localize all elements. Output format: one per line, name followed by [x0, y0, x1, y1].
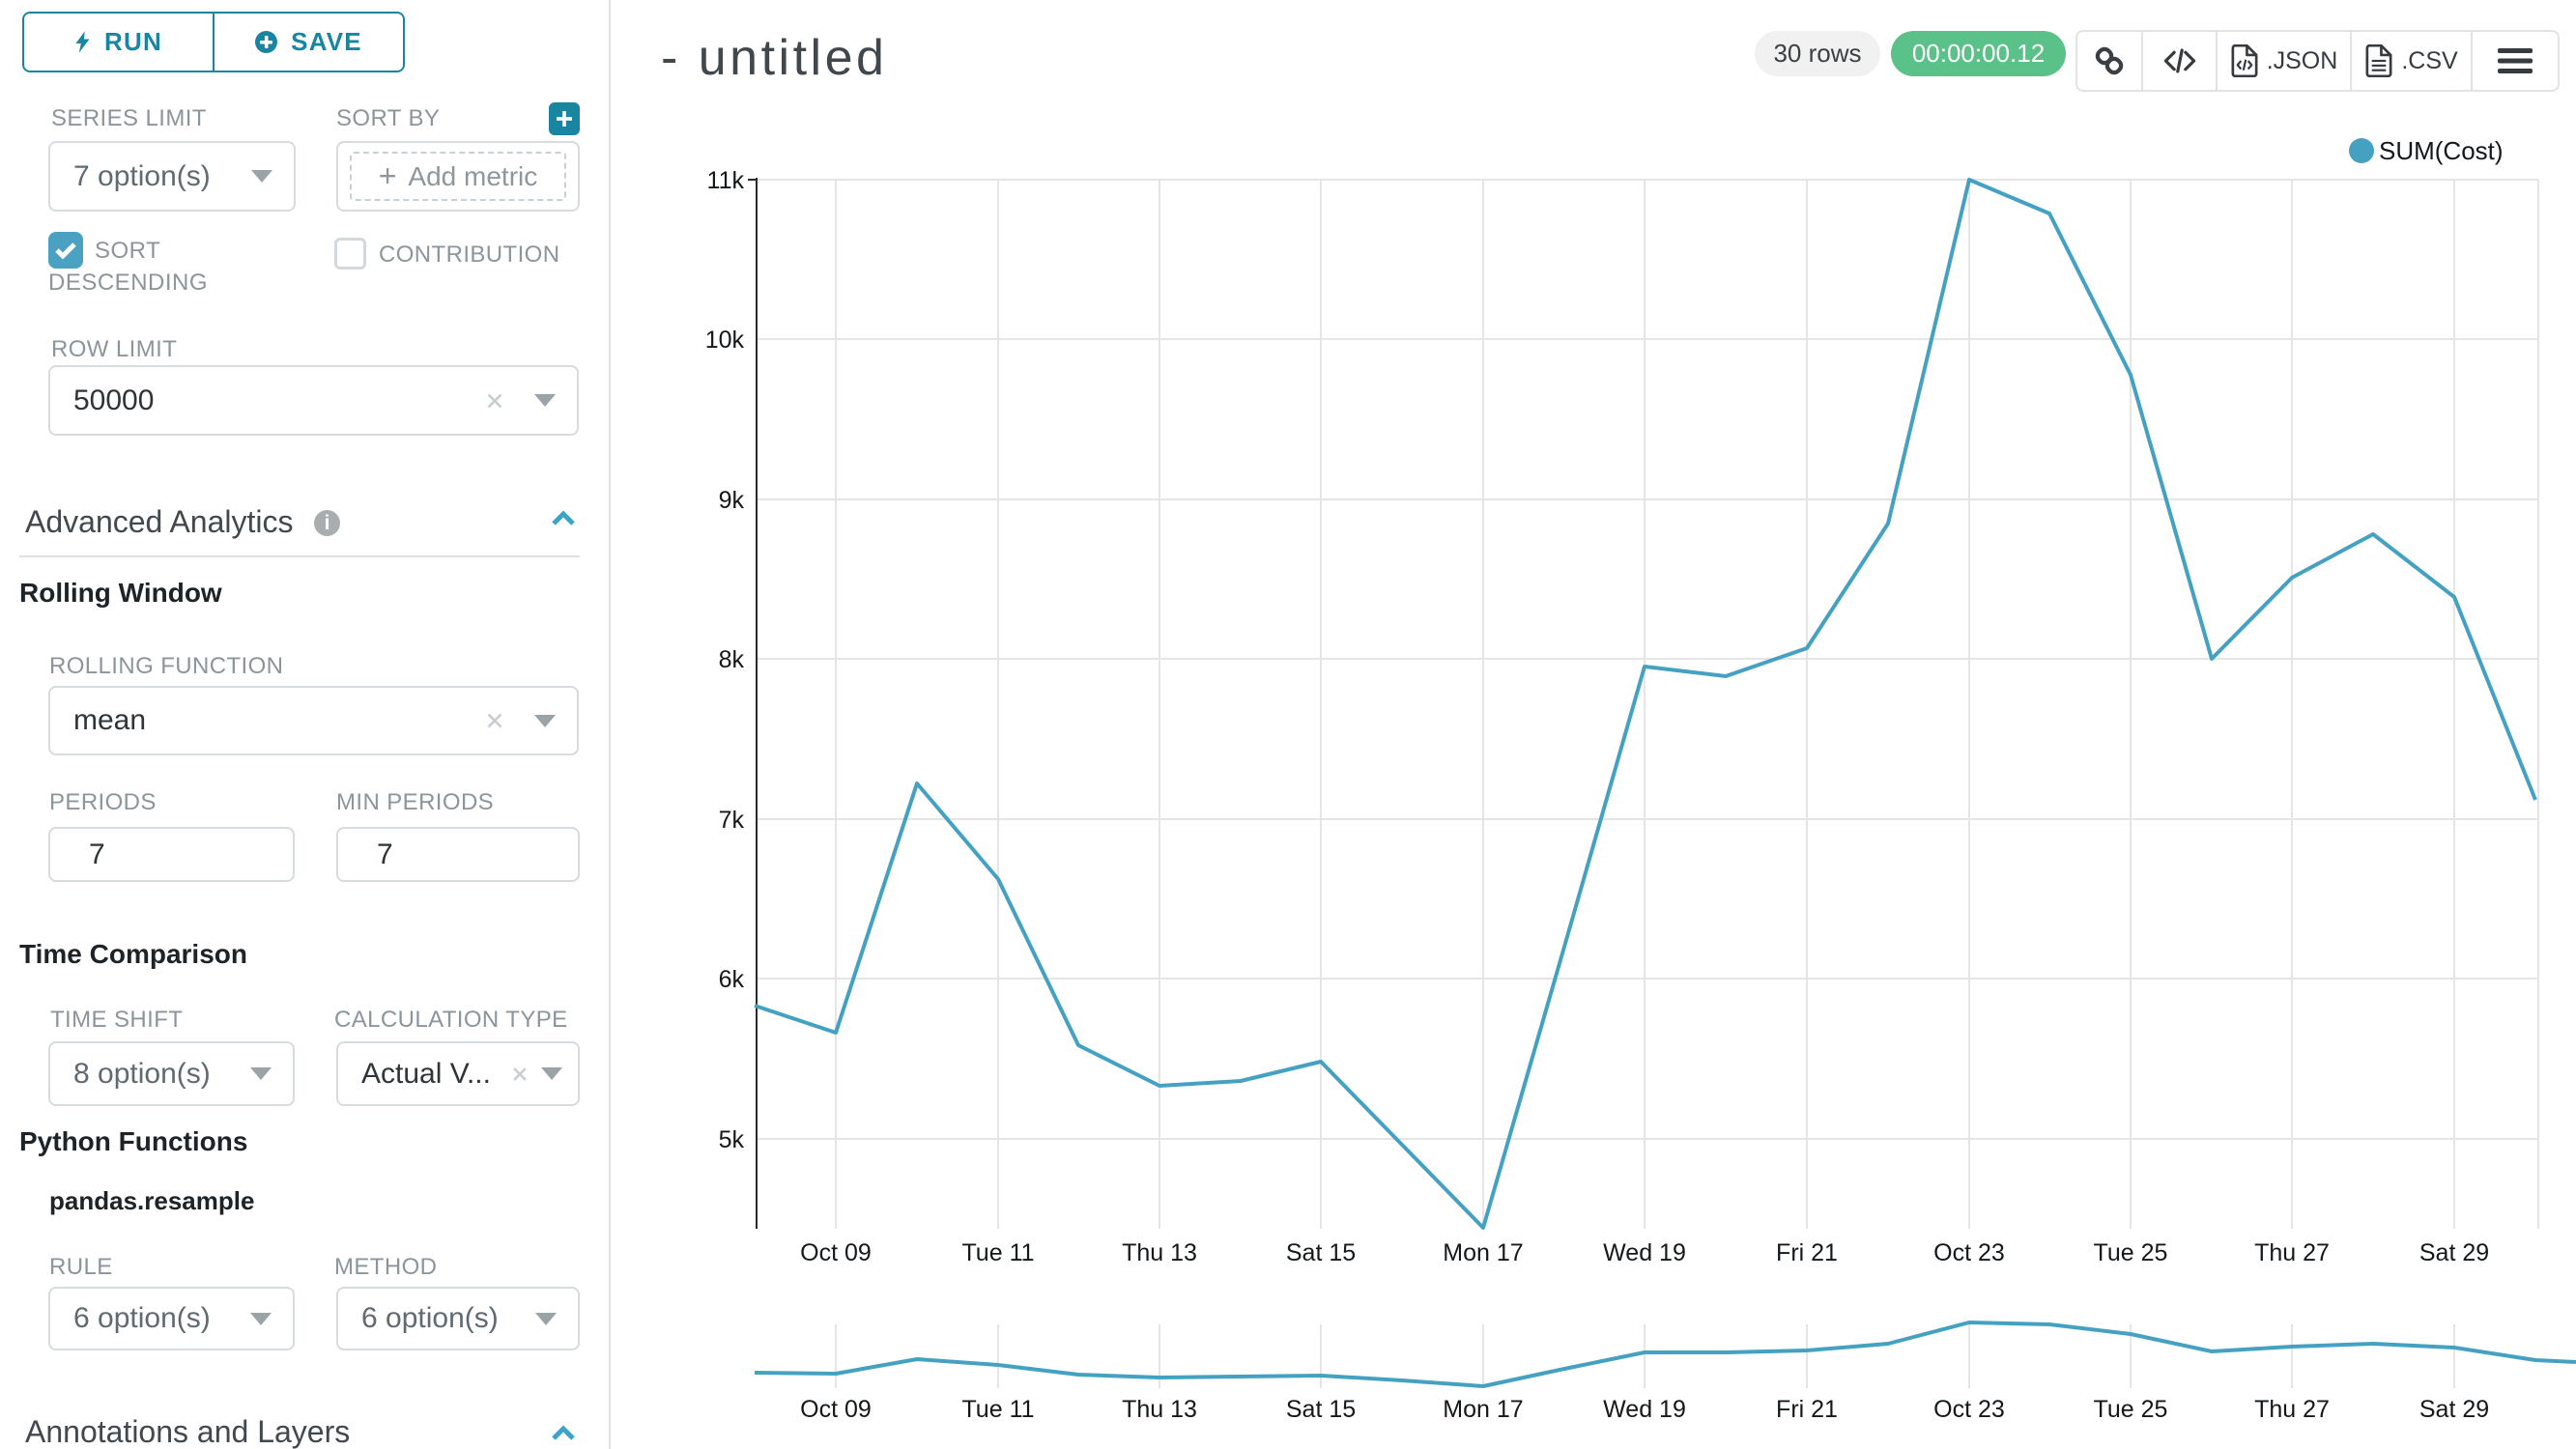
svg-text:Thu 27: Thu 27	[2254, 1396, 2330, 1423]
svg-text:Tue 11: Tue 11	[961, 1239, 1034, 1266]
svg-text:Thu 27: Thu 27	[2254, 1239, 2330, 1266]
svg-text:10k: 10k	[705, 327, 745, 354]
svg-text:6k: 6k	[719, 966, 745, 993]
svg-text:Tue 25: Tue 25	[2094, 1239, 2168, 1266]
svg-text:Thu 13: Thu 13	[1122, 1239, 1197, 1266]
svg-text:Sat 29: Sat 29	[2419, 1239, 2489, 1266]
svg-text:Wed 19: Wed 19	[1603, 1396, 1686, 1423]
svg-text:Wed 19: Wed 19	[1603, 1239, 1686, 1266]
svg-text:Oct 09: Oct 09	[800, 1239, 872, 1266]
svg-text:7k: 7k	[719, 807, 745, 834]
svg-text:Fri 21: Fri 21	[1776, 1239, 1838, 1266]
svg-text:SUM(Cost): SUM(Cost)	[2379, 136, 2504, 165]
svg-text:Sat 15: Sat 15	[1286, 1239, 1356, 1266]
svg-text:Oct 09: Oct 09	[800, 1396, 872, 1423]
svg-text:Tue 25: Tue 25	[2094, 1396, 2168, 1423]
svg-text:5k: 5k	[719, 1126, 745, 1153]
svg-text:Mon 17: Mon 17	[1443, 1239, 1523, 1266]
svg-text:Oct 23: Oct 23	[1933, 1239, 2005, 1266]
svg-text:8k: 8k	[719, 646, 745, 673]
svg-text:Thu 13: Thu 13	[1122, 1396, 1197, 1423]
svg-text:Oct 23: Oct 23	[1933, 1396, 2005, 1423]
svg-text:Mon 17: Mon 17	[1443, 1396, 1523, 1423]
svg-text:9k: 9k	[719, 487, 745, 514]
svg-text:Sat 15: Sat 15	[1286, 1396, 1356, 1423]
svg-text:Fri 21: Fri 21	[1776, 1396, 1838, 1423]
svg-text:Tue 11: Tue 11	[961, 1396, 1034, 1423]
svg-text:11k: 11k	[707, 167, 745, 194]
svg-text:Sat 29: Sat 29	[2419, 1396, 2489, 1423]
